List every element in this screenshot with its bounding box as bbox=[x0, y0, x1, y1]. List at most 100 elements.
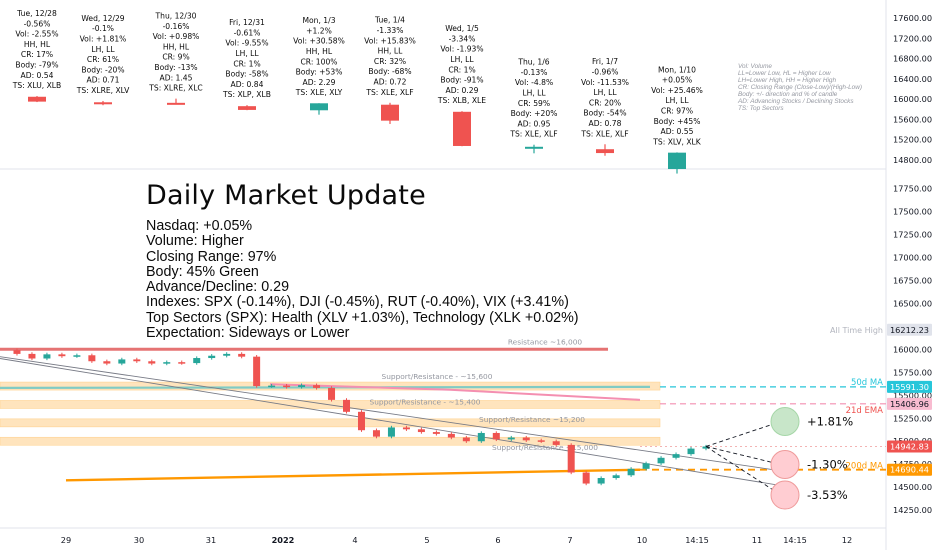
y-tick-label: 17750.00 bbox=[893, 183, 932, 193]
day-label: Fri, 12/31 bbox=[229, 18, 265, 27]
day-stat: Vol: +30.58% bbox=[293, 37, 345, 46]
day-stat: TS: XLV, XLK bbox=[652, 137, 701, 146]
y-tick-label: 16750.00 bbox=[893, 275, 932, 285]
scenario-circle bbox=[770, 480, 800, 510]
intraday-candle-body bbox=[597, 478, 605, 484]
day-stat: Body: -58% bbox=[225, 70, 268, 79]
top-y-tick-label: 16400.00 bbox=[893, 74, 932, 84]
intraday-candle-body bbox=[103, 361, 111, 364]
intraday-candle-body bbox=[567, 444, 575, 473]
day-stat: AD: 0.55 bbox=[661, 127, 694, 136]
price-tag bbox=[887, 380, 932, 393]
price-tag bbox=[887, 397, 932, 410]
day-stat: Vol: +0.98% bbox=[153, 32, 200, 41]
intraday-candle-body bbox=[133, 359, 141, 362]
day-stat: -0.13% bbox=[521, 68, 548, 77]
day-label: Fri, 1/7 bbox=[592, 57, 618, 66]
legend-line: Vol: Volume bbox=[738, 63, 772, 70]
day-stat: Vol: -4.8% bbox=[515, 78, 553, 87]
day-stat: CR: 32% bbox=[374, 57, 406, 66]
day-stat: CR: 20% bbox=[589, 98, 621, 107]
intraday-candle-body bbox=[58, 354, 66, 357]
scenario-arrow bbox=[705, 446, 782, 496]
top-y-tick-label: 17200.00 bbox=[893, 33, 932, 43]
y-tick-label: 16000.00 bbox=[893, 344, 932, 354]
day-stat: AD: 2.29 bbox=[303, 78, 336, 87]
y-tick-label: 17250.00 bbox=[893, 229, 932, 239]
level-label: Support/Resistance ~15,200 bbox=[479, 415, 585, 424]
scenario-label: -1.30% bbox=[807, 458, 848, 472]
trendline bbox=[0, 356, 781, 472]
day-stat: Vol: -2.55% bbox=[15, 30, 58, 39]
day-stat: CR: 9% bbox=[162, 53, 189, 62]
intraday-candle-body bbox=[417, 429, 425, 433]
intraday-candle-body bbox=[73, 355, 81, 357]
price-tag-label: 15591.30 bbox=[890, 382, 929, 392]
daily-candle-body bbox=[453, 111, 471, 146]
day-label: Thu, 1/6 bbox=[517, 58, 549, 67]
day-stat: TS: XLE, XLF bbox=[365, 88, 413, 97]
ema21-name: 21d EMA bbox=[846, 406, 884, 416]
intraday-candle-body bbox=[163, 362, 171, 364]
daily-candle-body bbox=[310, 103, 328, 111]
day-stat: -1.33% bbox=[377, 26, 404, 35]
day-stat: HH, HL bbox=[163, 42, 190, 51]
day-stat: CR: 59% bbox=[518, 99, 550, 108]
intraday-candle-body bbox=[13, 350, 21, 354]
day-stat: HH, LL bbox=[378, 47, 403, 56]
scenario-circle bbox=[770, 406, 800, 436]
x-tick-label: 5 bbox=[424, 535, 429, 545]
day-stat: Body: -13% bbox=[154, 63, 197, 72]
update-advance-decline: Advance/Decline: 0.29 bbox=[146, 279, 290, 296]
intraday-candle-body bbox=[402, 427, 410, 430]
day-stat: CR: 1% bbox=[233, 59, 260, 68]
x-tick-label: 14:15 bbox=[685, 535, 709, 545]
day-stat: AD: 0.95 bbox=[518, 119, 551, 128]
intraday-candle-body bbox=[268, 385, 276, 388]
day-stat: HH, HL bbox=[306, 47, 333, 56]
scenario-label: +1.81% bbox=[807, 414, 853, 428]
ma50-line bbox=[0, 385, 651, 389]
day-stat: -0.96% bbox=[592, 67, 619, 76]
intraday-candle-body bbox=[28, 353, 36, 359]
day-label: Wed, 1/5 bbox=[445, 24, 479, 33]
y-tick-label: 17500.00 bbox=[893, 206, 932, 216]
daily-candle-body bbox=[94, 102, 112, 105]
day-stat: AD: 0.84 bbox=[231, 80, 264, 89]
daily-candle-body bbox=[525, 146, 543, 149]
update-volume: Volume: Higher bbox=[146, 233, 244, 250]
intraday-candle-body bbox=[238, 353, 246, 357]
update-title: Daily Market Update bbox=[146, 180, 426, 211]
top-y-tick-label: 15200.00 bbox=[893, 135, 932, 145]
intraday-candle-body bbox=[328, 387, 336, 400]
x-tick-label: 2022 bbox=[272, 535, 295, 545]
day-stat: Body: +53% bbox=[296, 68, 343, 77]
intraday-candle-body bbox=[552, 441, 560, 445]
day-stat: LH, LL bbox=[522, 89, 546, 98]
intraday-candle-body bbox=[477, 432, 485, 442]
top-y-tick-label: 14800.00 bbox=[893, 155, 932, 165]
intraday-candle-body bbox=[193, 358, 201, 364]
day-stat: LH, LL bbox=[593, 88, 617, 97]
x-tick-label: 10 bbox=[637, 535, 647, 545]
day-stat: Vol: -9.55% bbox=[225, 39, 268, 48]
price-tag bbox=[887, 323, 932, 336]
scenario-arrow bbox=[705, 421, 782, 447]
intraday-candle-body bbox=[387, 427, 395, 437]
price-tag bbox=[887, 463, 932, 476]
price-tag-label: 15406.96 bbox=[890, 399, 929, 409]
top-y-tick-label: 16000.00 bbox=[893, 94, 932, 104]
y-tick-label: 16500.00 bbox=[893, 298, 932, 308]
y-tick-label: 15500.00 bbox=[893, 390, 932, 400]
ma50-name: 50d MA bbox=[851, 378, 883, 388]
update-closing-range: Closing Range: 97% bbox=[146, 248, 277, 265]
level-label: Resistance ~16,000 bbox=[508, 337, 583, 346]
daily-update-panel: Daily Market Update Nasdaq: +0.05% Volum… bbox=[146, 180, 706, 341]
x-tick-label: 6 bbox=[495, 535, 500, 545]
day-stat: -0.56% bbox=[24, 19, 51, 28]
intraday-candle-body bbox=[702, 446, 710, 449]
x-tick-label: 11 bbox=[752, 535, 762, 545]
day-stat: CR: 100% bbox=[300, 57, 337, 66]
legend-line: LL=Lower Low, HL = Higher Low bbox=[738, 70, 831, 77]
